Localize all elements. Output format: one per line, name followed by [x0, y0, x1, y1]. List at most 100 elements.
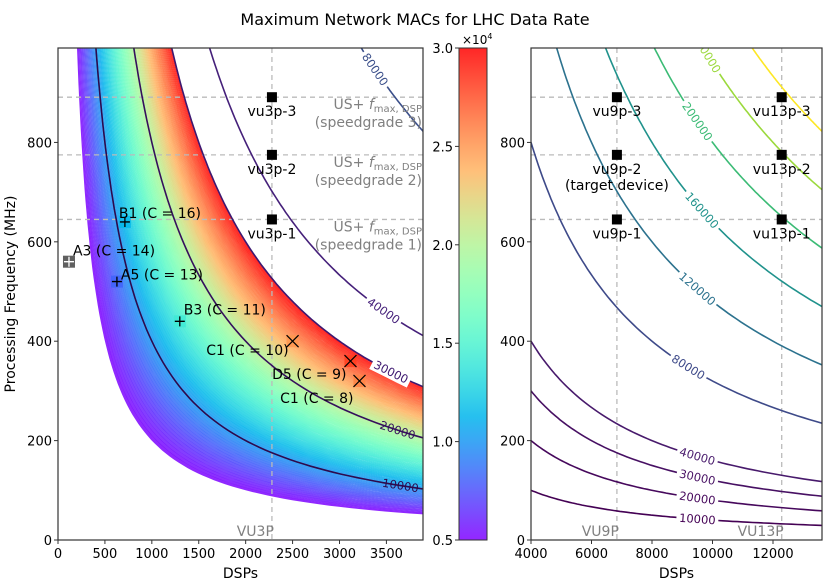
plus-marker — [174, 316, 185, 327]
contour-label: 30000 — [678, 466, 717, 487]
speedgrade-fmax-label: US+ fmax, DSP — [334, 219, 423, 237]
device-label: vu9p-2 — [592, 162, 641, 178]
contour-label-group: 200000 — [677, 97, 718, 146]
y-tick-label: 0 — [517, 534, 525, 549]
y-tick-label: 400 — [27, 335, 52, 350]
contour-label: 40000 — [678, 444, 717, 468]
x-tick-label: 1500 — [182, 547, 215, 562]
x-marker — [286, 334, 300, 348]
filled-band — [148, 48, 423, 419]
contour-label-bg — [357, 48, 393, 91]
plus-marker — [63, 256, 74, 267]
device-marker — [611, 149, 622, 160]
contour-line-20000 — [531, 439, 822, 512]
device-marker — [776, 214, 787, 225]
contour-label-bg — [677, 97, 718, 146]
x-tick-label: 2000 — [229, 547, 262, 562]
x-tick-label: 8000 — [635, 547, 668, 562]
contour-line-10000 — [531, 489, 822, 527]
contour-label-bg — [369, 356, 414, 388]
contour-label-group: 40000 — [362, 293, 405, 329]
filled-band — [97, 48, 423, 487]
x-tick-label: 6000 — [575, 547, 608, 562]
point-label: A5 (C = 13) — [121, 268, 203, 284]
contour-label: 240000 — [689, 31, 724, 76]
contour-label-bg — [362, 293, 405, 329]
x-axis-label: DSPs — [659, 566, 694, 581]
axes-frame-1 — [57, 47, 424, 541]
device-family-label: VU13P — [738, 524, 784, 540]
contour-line-200000 — [653, 48, 822, 249]
contour-label: 20000 — [678, 489, 716, 508]
contour-label-group: 80000 — [357, 48, 393, 91]
contour-line-30000 — [170, 48, 423, 388]
y-tick-label: 600 — [27, 236, 52, 251]
device-label: vu9p-3 — [592, 104, 641, 120]
y-tick-label: 200 — [27, 435, 52, 450]
filled-band — [149, 48, 423, 418]
colorbar-tick-label: 1.5 — [432, 337, 453, 352]
x-tick-label: 10000 — [692, 547, 733, 562]
colorbar-tick-label: 0.5 — [432, 534, 453, 549]
x-tick-label: 3000 — [323, 547, 356, 562]
contour-label: 160000 — [682, 189, 722, 231]
device-label: vu13p-2 — [753, 162, 811, 178]
device-marker — [611, 92, 622, 103]
device-label: vu3p-1 — [247, 226, 296, 242]
plus-marker — [119, 216, 130, 227]
point-label: A3 (C = 14) — [73, 244, 155, 260]
contour-label-bg — [675, 443, 720, 469]
y-tick-label: 400 — [500, 335, 525, 350]
contour-label-bg — [666, 350, 710, 385]
contour-label: 120000 — [676, 269, 718, 308]
device-marker — [611, 214, 622, 225]
point-label: D5 (C = 9) — [272, 367, 346, 383]
device-marker — [266, 92, 277, 103]
axes-frame-2 — [530, 47, 823, 541]
contour-line-10000 — [95, 48, 423, 490]
chart-title: Maximum Network MACs for LHC Data Rate — [240, 10, 589, 29]
colorbar — [458, 47, 488, 541]
speedgrade-fmax-label: US+ fmax, DSP — [334, 155, 423, 173]
contour-line-280000 — [751, 48, 822, 132]
point-label: C1 (C = 8) — [280, 391, 353, 407]
device-label: vu3p-2 — [247, 162, 296, 178]
device-marker — [266, 149, 277, 160]
colorbar-tick-label: 1.0 — [432, 436, 453, 451]
contour-label-group: 10000 — [381, 476, 419, 496]
colorbar-tick-label: 3.0 — [432, 42, 453, 57]
x-tick-label: 0 — [54, 547, 62, 562]
y-axis-label: Processing Frequency (MHz) — [3, 196, 19, 393]
device-label: vu13p-1 — [753, 226, 811, 242]
point-label: B3 (C = 11) — [184, 302, 266, 318]
contour-label-group: 20000 — [675, 488, 720, 509]
contour-label-group: 40000 — [675, 443, 720, 469]
device-marker — [776, 149, 787, 160]
contour-label-bg — [687, 48, 726, 78]
device-note: (target device) — [565, 178, 669, 194]
speedgrade-label: (speedgrade 3) — [315, 115, 422, 131]
contour-label-bg — [675, 488, 720, 509]
colorbar-multiplier: ×104 — [462, 32, 492, 47]
device-label: vu9p-1 — [592, 226, 641, 242]
filled-band — [96, 48, 423, 488]
filled-band — [146, 48, 423, 422]
x-tick-label: 3500 — [370, 547, 403, 562]
point-label: B1 (C = 16) — [119, 206, 201, 222]
filled-band — [147, 48, 423, 420]
speedgrade-label: (speedgrade 1) — [315, 237, 422, 253]
plus-marker — [111, 276, 122, 287]
contour-line-30000 — [531, 390, 822, 497]
y-tick-label: 800 — [27, 136, 52, 151]
contour-line-80000 — [531, 142, 822, 424]
y-tick-label: 800 — [500, 136, 525, 151]
colorbar-tick-label: 2.0 — [432, 239, 453, 254]
speedgrade-label: (speedgrade 2) — [315, 173, 422, 189]
contour-line-40000 — [531, 340, 822, 483]
contour-line-240000 — [702, 48, 822, 191]
speedgrade-fmax-label: US+ fmax, DSP — [334, 97, 423, 115]
x-tick-label: 500 — [93, 547, 118, 562]
contour-label-bg — [674, 267, 721, 311]
